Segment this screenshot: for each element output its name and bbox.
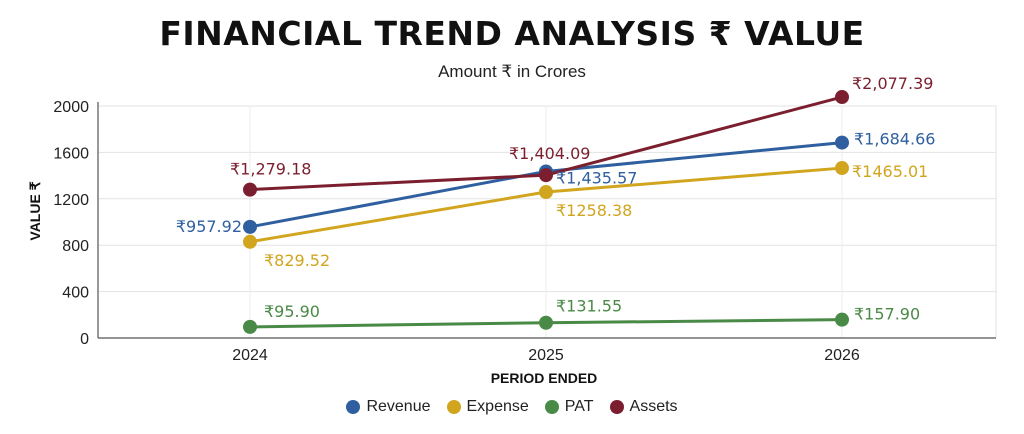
- data-point-pat: [243, 319, 257, 334]
- y-tick-label: 1600: [53, 145, 89, 162]
- series-points: [243, 90, 849, 334]
- legend: Revenue Expense PAT Assets: [0, 398, 1024, 416]
- legend-label: Expense: [466, 398, 529, 415]
- data-label-assets: ₹2,077.39: [852, 74, 933, 93]
- legend-label: PAT: [564, 398, 594, 415]
- data-point-expense: [539, 185, 553, 200]
- x-axis-title: PERIOD ENDED: [491, 370, 598, 386]
- y-axis-title: VALUE ₹: [27, 181, 43, 240]
- y-tick-label: 800: [62, 238, 89, 255]
- data-label-revenue: ₹957.92: [176, 217, 242, 236]
- chart-title: FINANCIAL TREND ANALYSIS ₹ VALUE: [159, 14, 865, 53]
- data-point-revenue: [835, 135, 849, 150]
- legend-label: Assets: [629, 398, 678, 415]
- x-tick-label: 2024: [232, 347, 268, 364]
- legend-item-pat: PAT: [544, 398, 594, 416]
- data-label-pat: ₹95.90: [264, 302, 320, 321]
- y-tick-label: 2000: [53, 99, 89, 116]
- legend-label: Revenue: [366, 398, 431, 415]
- data-label-assets: ₹1,404.09: [509, 144, 590, 163]
- data-point-assets: [539, 168, 553, 183]
- data-label-pat: ₹157.90: [854, 305, 920, 324]
- data-labels: ₹957.92 ₹1,435.57 ₹1,684.66 ₹829.52 ₹1258.38…: [176, 74, 936, 324]
- legend-marker: [346, 400, 361, 414]
- y-tick-label: 0: [80, 331, 89, 348]
- legend-item-expense: Expense: [446, 398, 529, 416]
- data-label-revenue: ₹1,435.57: [556, 168, 637, 187]
- x-tick-label: 2026: [824, 347, 860, 364]
- data-label-expense: ₹1465.01: [852, 162, 928, 181]
- data-point-pat: [539, 315, 553, 330]
- data-point-revenue: [243, 219, 257, 234]
- x-tick-label: 2025: [528, 347, 564, 364]
- data-label-revenue: ₹1,684.66: [854, 130, 935, 149]
- legend-marker: [609, 400, 624, 414]
- legend-item-assets: Assets: [609, 398, 678, 416]
- data-label-assets: ₹1,279.18: [230, 160, 311, 179]
- y-tick-label: 400: [62, 285, 89, 302]
- legend-marker: [544, 400, 559, 414]
- chart-subtitle: Amount ₹ in Crores: [438, 62, 586, 81]
- data-point-expense: [835, 161, 849, 176]
- y-tick-label: 1200: [53, 192, 89, 209]
- data-label-expense: ₹1258.38: [556, 201, 632, 220]
- data-point-assets: [835, 90, 849, 105]
- data-point-assets: [243, 182, 257, 197]
- legend-item-revenue: Revenue: [346, 398, 431, 416]
- legend-marker: [446, 400, 461, 414]
- data-label-expense: ₹829.52: [264, 251, 330, 270]
- axes: 0 400 800 1200 1600 2000 2024 2025 2026: [53, 99, 996, 364]
- data-point-expense: [243, 234, 257, 249]
- data-point-pat: [835, 312, 849, 327]
- data-label-pat: ₹131.55: [556, 297, 622, 316]
